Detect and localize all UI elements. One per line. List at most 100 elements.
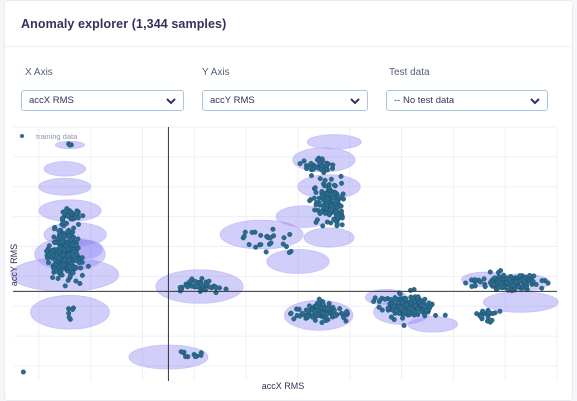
test-data-select[interactable]: -- No test data <box>386 90 548 111</box>
data-point <box>67 142 73 148</box>
data-point <box>317 202 323 208</box>
cluster-ellipse <box>482 291 559 313</box>
data-point <box>65 213 71 219</box>
anomaly-explorer-card: Anomaly explorer (1,344 samples) X Axis … <box>4 0 573 401</box>
data-point <box>395 299 401 305</box>
legend: training data <box>20 132 78 141</box>
data-point <box>301 158 307 164</box>
data-point <box>65 228 71 234</box>
data-point <box>377 298 383 304</box>
data-point <box>305 308 311 314</box>
data-point <box>63 208 69 214</box>
data-point <box>412 302 418 308</box>
data-points <box>20 141 551 375</box>
x-axis-label: X Axis <box>25 67 53 78</box>
data-point <box>241 233 247 239</box>
data-point <box>325 306 331 312</box>
data-point <box>85 263 91 269</box>
data-point <box>489 317 495 323</box>
data-point <box>527 272 533 278</box>
data-point <box>268 240 274 246</box>
data-point <box>258 241 264 247</box>
y-axis-label: Y Axis <box>202 67 230 78</box>
data-point <box>59 272 65 278</box>
data-point <box>335 204 341 210</box>
test-data-select-value: -- No test data <box>394 95 455 106</box>
card-header: Anomaly explorer (1,344 samples) <box>5 1 572 47</box>
data-point <box>50 275 56 281</box>
data-point <box>322 177 328 183</box>
data-point <box>79 255 85 261</box>
data-point <box>472 277 478 283</box>
data-point <box>308 160 314 166</box>
data-point <box>67 264 73 270</box>
data-point <box>510 282 516 288</box>
data-point <box>20 369 26 375</box>
data-point <box>407 287 413 293</box>
data-point <box>258 232 264 238</box>
data-point <box>59 215 65 221</box>
data-point <box>198 352 204 358</box>
chevron-down-icon <box>166 98 176 105</box>
data-point <box>478 313 484 319</box>
data-point <box>482 284 488 290</box>
cluster-ellipse <box>266 249 330 274</box>
data-point <box>324 191 330 197</box>
data-point <box>75 236 81 242</box>
data-point <box>299 310 305 316</box>
data-point <box>249 229 255 235</box>
data-point <box>308 173 314 179</box>
data-point <box>397 291 403 297</box>
x-axis-select-value: accX RMS <box>29 95 74 106</box>
data-point <box>477 279 483 285</box>
cluster-ellipses <box>10 134 559 370</box>
data-point <box>328 176 334 182</box>
data-point <box>322 183 328 189</box>
data-point <box>423 307 429 313</box>
data-point <box>481 276 487 282</box>
data-point <box>388 314 394 320</box>
cluster-ellipse <box>407 315 459 333</box>
data-point <box>307 198 313 204</box>
data-point <box>286 250 292 256</box>
data-point <box>379 307 385 313</box>
x-axis-select[interactable]: accX RMS <box>21 90 184 111</box>
data-point <box>407 305 413 311</box>
data-point <box>339 222 345 228</box>
data-point <box>185 284 191 290</box>
data-point <box>78 265 84 271</box>
data-point <box>315 312 321 318</box>
data-point <box>328 220 334 226</box>
data-point <box>62 283 68 289</box>
data-point <box>413 310 419 316</box>
data-point <box>442 312 448 318</box>
cluster-ellipse <box>38 177 92 196</box>
grid <box>13 126 558 381</box>
data-point <box>497 281 503 287</box>
data-point <box>539 285 545 291</box>
data-point <box>287 231 293 237</box>
cluster-ellipse <box>306 134 362 150</box>
data-point <box>316 296 322 302</box>
y-axis-select[interactable]: accY RMS <box>202 90 368 111</box>
data-point <box>332 313 338 319</box>
data-point <box>79 272 85 278</box>
data-point <box>319 320 325 326</box>
data-point <box>339 180 345 186</box>
data-point <box>388 297 394 303</box>
scatter-plot[interactable]: training data accX RMS accY RMS <box>5 121 573 401</box>
data-point <box>402 308 408 314</box>
data-point <box>80 213 86 219</box>
data-point <box>296 306 302 312</box>
data-point <box>59 239 65 245</box>
chevron-down-icon <box>350 98 360 105</box>
data-point <box>517 273 523 279</box>
data-point <box>371 298 377 304</box>
data-point <box>306 303 312 309</box>
data-point <box>333 199 339 205</box>
data-point <box>71 225 77 231</box>
data-point <box>73 265 79 271</box>
data-point <box>320 194 326 200</box>
cluster-ellipse <box>303 227 355 248</box>
data-point <box>415 294 421 300</box>
